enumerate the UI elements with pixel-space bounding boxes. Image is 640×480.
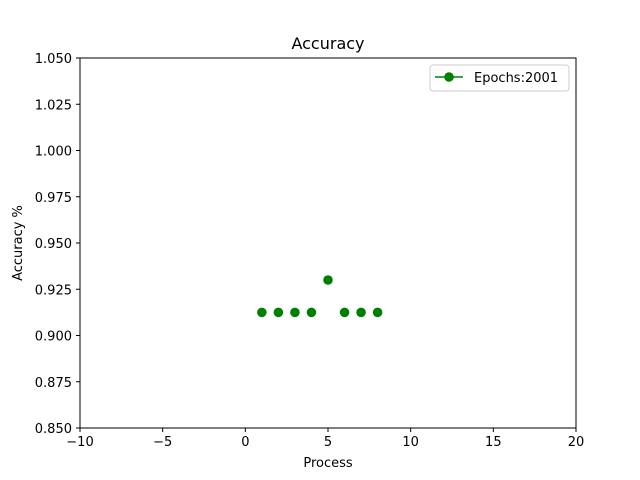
x-tick-label: 0 xyxy=(241,435,249,450)
data-point xyxy=(356,307,366,318)
x-tick-label: 20 xyxy=(568,435,585,450)
x-tick-label: −10 xyxy=(66,435,93,450)
legend-marker xyxy=(444,72,454,82)
data-point xyxy=(323,275,333,285)
y-tick-label: 1.025 xyxy=(35,98,72,113)
x-tick-label: 15 xyxy=(485,435,502,450)
data-points xyxy=(257,275,383,318)
x-axis-ticks: −10 −5 0 5 10 15 20 xyxy=(66,428,584,450)
data-point xyxy=(290,307,300,318)
x-tick-label: −5 xyxy=(153,435,172,450)
data-point xyxy=(273,307,284,318)
legend-label: Epochs:2001 xyxy=(474,71,558,86)
y-tick-label: 0.925 xyxy=(35,283,72,298)
y-tick-label: 0.850 xyxy=(35,422,72,437)
data-point xyxy=(339,307,350,318)
y-tick-label: 0.975 xyxy=(35,191,72,206)
y-tick-label: 0.950 xyxy=(35,237,72,252)
plot-frame xyxy=(79,57,577,429)
data-point xyxy=(306,307,317,318)
y-tick-label: 0.875 xyxy=(35,376,72,391)
chart-title: Accuracy xyxy=(291,34,364,53)
x-axis-label: Process xyxy=(303,456,353,471)
y-axis-ticks: 0.850 0.875 0.900 0.925 0.950 0.975 1.000 1.025… xyxy=(35,52,80,437)
y-axis-label: Accuracy % xyxy=(11,205,26,281)
y-tick-label: 1.050 xyxy=(35,52,72,67)
y-tick-label: 1.000 xyxy=(35,145,72,160)
data-point xyxy=(257,307,267,318)
legend-box xyxy=(429,64,570,92)
x-tick-label: 10 xyxy=(402,435,419,450)
data-point xyxy=(372,307,383,318)
x-tick-label: 5 xyxy=(324,435,332,450)
y-tick-label: 0.900 xyxy=(35,330,72,345)
legend: Epochs:2001 xyxy=(429,64,570,92)
